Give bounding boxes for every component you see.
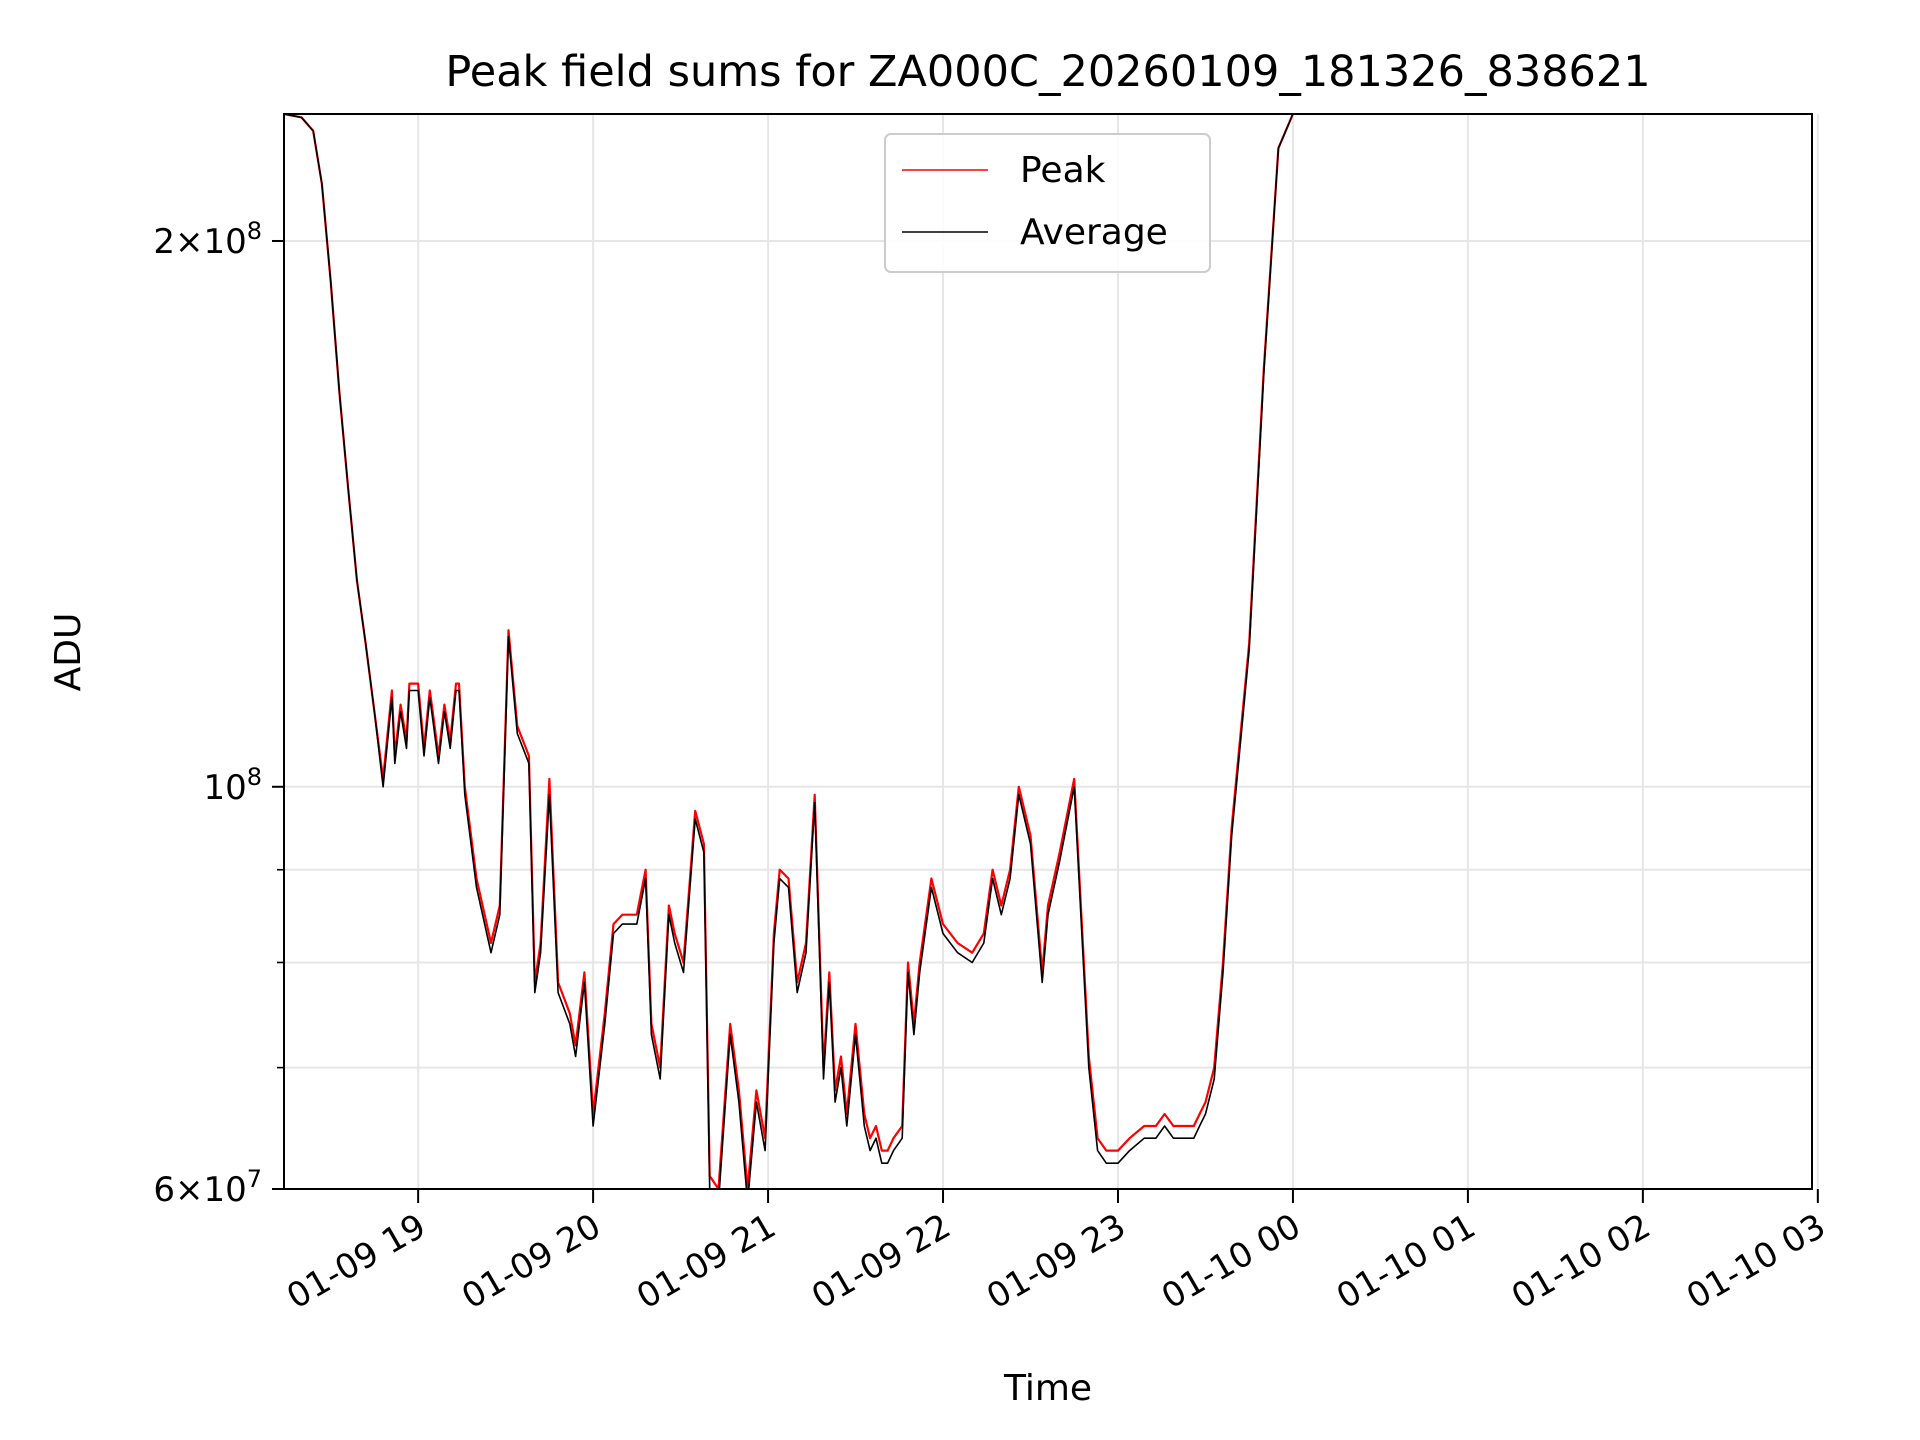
y-tick-label: 108 — [203, 763, 262, 808]
y-tick-label: 2×108 — [153, 217, 262, 262]
plot-frame — [283, 113, 1813, 1190]
chart-title: Peak field sums for ZA000C_20260109_1813… — [445, 47, 1650, 97]
y-tick-label: 6×107 — [153, 1165, 262, 1210]
legend-label-average: Average — [1020, 212, 1168, 253]
y-ticks: 6×107 108 2×108 — [153, 217, 284, 1210]
legend-label-peak: Peak — [1020, 150, 1106, 191]
legend-box — [884, 133, 1211, 273]
x-axis-title: Time — [1003, 1368, 1092, 1409]
legend: Peak Average — [884, 133, 1211, 273]
series-layer — [284, 114, 1294, 1189]
y-axis-title: ADU — [48, 613, 89, 692]
series-line-average — [284, 114, 1294, 1189]
series-line-peak — [284, 114, 1294, 1189]
